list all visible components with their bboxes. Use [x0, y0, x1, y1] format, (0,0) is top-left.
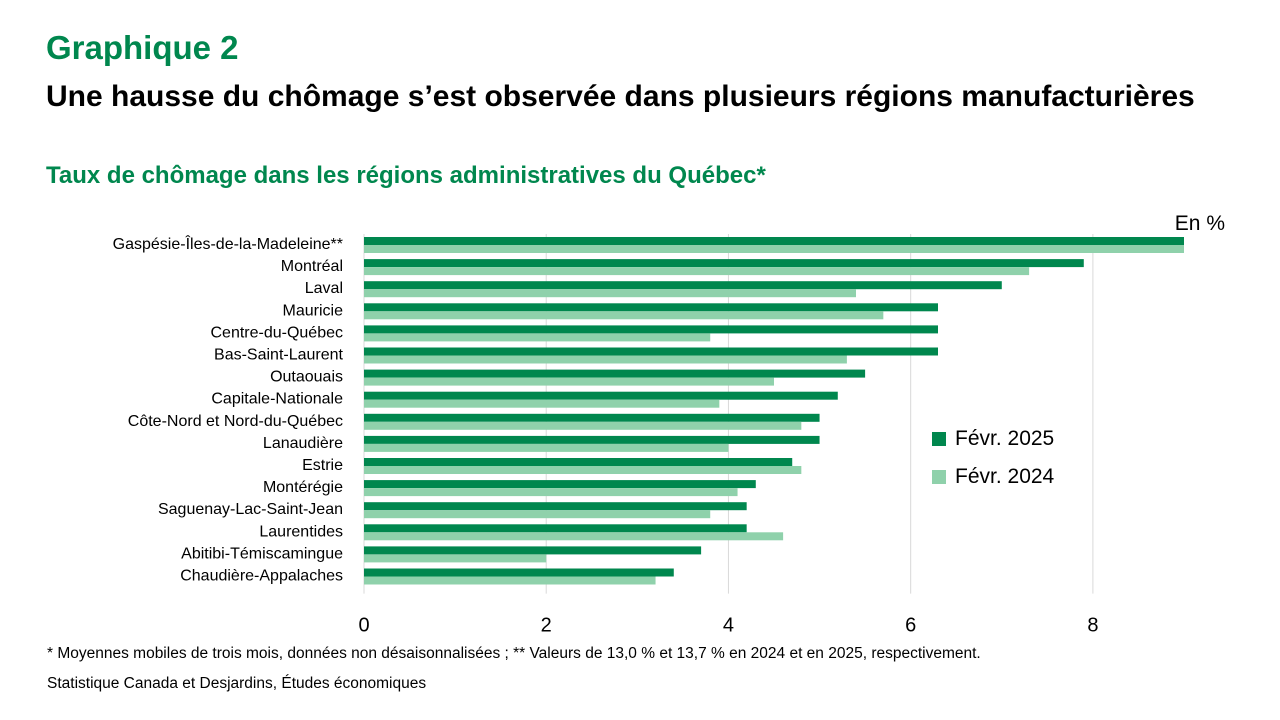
bar-2024 — [364, 443, 729, 452]
chart-subtitle: Taux de chômage dans les régions adminis… — [46, 162, 766, 189]
category-label: Lanaudière — [263, 435, 343, 452]
bar-2025 — [364, 237, 1184, 245]
bar-2024 — [364, 554, 547, 563]
bar-2025 — [364, 480, 756, 489]
bar-2024 — [364, 488, 738, 497]
source-note: Statistique Canada et Desjardins, Études… — [47, 675, 427, 692]
bar-2024 — [364, 399, 720, 408]
category-label: Laurentides — [259, 523, 343, 540]
x-tick-labels: 0 2 4 6 8 — [358, 615, 1098, 637]
bar-2025 — [364, 391, 838, 400]
bar-2024 — [364, 245, 1184, 253]
bar-2024 — [364, 421, 802, 430]
bar-2024 — [364, 355, 847, 364]
category-label: Côte-Nord et Nord-du-Québec — [128, 413, 343, 430]
category-label: Laval — [305, 280, 343, 297]
bar-chart: Gaspésie-Îles-de-la-Madeleine** Montréal L… — [113, 212, 1225, 637]
bar-2024 — [364, 333, 711, 342]
bar-2025 — [364, 502, 747, 511]
x-tick-label: 4 — [723, 615, 734, 637]
chart-label: Graphique 2 — [46, 29, 239, 66]
bar-2024 — [364, 466, 802, 474]
bar-2025 — [364, 303, 938, 312]
bar-2024 — [364, 289, 856, 298]
legend-swatch — [932, 432, 946, 446]
category-label: Outaouais — [270, 369, 343, 386]
bar-2025 — [364, 413, 820, 422]
category-labels: Gaspésie-Îles-de-la-Madeleine** Montréal L… — [113, 234, 344, 585]
category-label: Bas-Saint-Laurent — [214, 347, 344, 364]
bar-2025 — [364, 546, 702, 555]
category-label: Abitibi-Témiscamingue — [181, 545, 343, 562]
x-tick-label: 2 — [541, 615, 552, 637]
bar-2025 — [364, 568, 674, 577]
chart-title: Une hausse du chômage s’est observée dan… — [46, 80, 1195, 113]
bar-2025 — [364, 347, 938, 356]
bar-2024 — [364, 510, 711, 519]
bar-2025 — [364, 458, 793, 466]
category-label: Chaudière-Appalaches — [180, 568, 343, 585]
category-label: Saguenay-Lac-Saint-Jean — [158, 501, 343, 518]
legend-label: Févr. 2024 — [955, 465, 1055, 488]
bar-2024 — [364, 377, 774, 386]
bar-2024 — [364, 311, 884, 320]
category-label: Montréal — [281, 258, 343, 275]
category-label: Mauricie — [283, 302, 344, 319]
x-tick-label: 8 — [1087, 615, 1098, 637]
unit-label: En % — [1175, 212, 1225, 235]
category-label: Capitale-Nationale — [211, 391, 343, 408]
bar-2025 — [364, 281, 1002, 290]
bar-2025 — [364, 435, 820, 444]
category-label: Gaspésie-Îles-de-la-Madeleine** — [113, 234, 343, 253]
bar-2025 — [364, 524, 747, 533]
category-label: Montérégie — [263, 479, 343, 496]
x-tick-label: 6 — [905, 615, 916, 637]
bar-2024 — [364, 267, 1030, 276]
bars — [364, 237, 1184, 585]
category-label: Estrie — [302, 457, 343, 474]
x-tick-label: 0 — [358, 615, 369, 637]
legend-label: Févr. 2025 — [955, 427, 1054, 450]
bar-2024 — [364, 532, 784, 541]
category-label: Centre-du-Québec — [210, 324, 343, 341]
legend-swatch — [932, 470, 946, 484]
bar-2024 — [364, 576, 656, 585]
bar-2025 — [364, 369, 866, 378]
bar-2025 — [364, 259, 1084, 268]
footnote: * Moyennes mobiles de trois mois, donnée… — [47, 645, 981, 662]
legend: Févr. 2025 Févr. 2024 — [932, 427, 1055, 488]
bar-2025 — [364, 325, 938, 334]
